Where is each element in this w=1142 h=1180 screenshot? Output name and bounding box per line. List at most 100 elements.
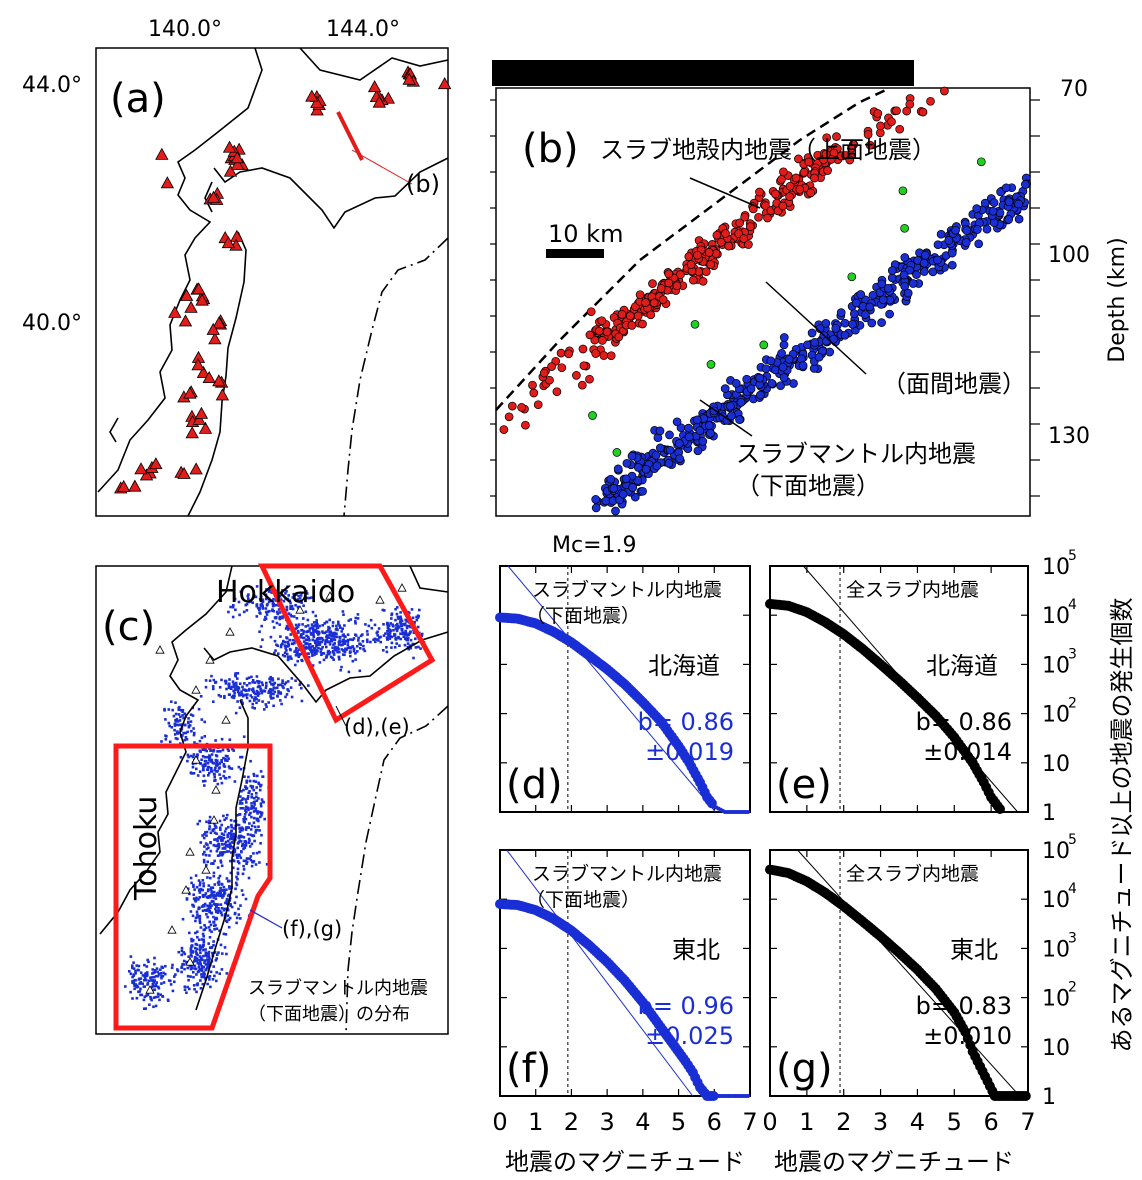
epicenter (216, 866, 220, 869)
epicenter (192, 975, 195, 979)
epicenter (189, 975, 192, 978)
fm-frame (499, 565, 751, 813)
epicenter (300, 686, 303, 690)
epicenter (286, 585, 289, 589)
epicenter (239, 799, 242, 803)
epicenter (235, 853, 238, 857)
epicenter (183, 985, 187, 988)
volcano-marker (155, 147, 169, 160)
epicenter (238, 682, 242, 685)
epicenter (185, 991, 188, 994)
epicenter (156, 974, 160, 978)
epicenter (250, 696, 254, 699)
epicenter (226, 839, 230, 843)
x-tick-label: 7 (742, 1108, 757, 1136)
epicenter (225, 888, 228, 891)
epicenter (236, 672, 240, 675)
epicenter (338, 635, 342, 639)
epicenter (252, 821, 256, 824)
volcano-marker-open (185, 957, 195, 966)
epicenter (145, 974, 149, 978)
hypocenter (726, 401, 735, 411)
epicenter (192, 885, 195, 888)
epicenter (196, 935, 199, 939)
epicenter (327, 636, 331, 639)
epicenter (336, 628, 339, 632)
hypocenter (982, 224, 992, 234)
epicenter (344, 647, 347, 651)
epicenter (245, 862, 248, 865)
epicenter (408, 644, 412, 647)
epicenter (196, 774, 200, 777)
epicenter (214, 894, 217, 898)
epicenter (252, 834, 256, 837)
epicenter (217, 767, 221, 770)
epicenter (132, 967, 136, 970)
epicenter (290, 657, 293, 660)
epicenter (139, 977, 143, 980)
epicenter (218, 874, 222, 878)
epicenter (315, 644, 318, 648)
epicenter (312, 624, 315, 628)
epicenter (354, 658, 357, 661)
epicenter (259, 603, 263, 606)
epicenter (294, 604, 297, 607)
epicenter (252, 779, 256, 783)
epicenter (182, 959, 186, 963)
epicenter (204, 831, 207, 834)
epicenter (181, 709, 185, 712)
epicenter (181, 710, 184, 714)
epicenter (249, 759, 252, 763)
epicenter (207, 765, 211, 769)
epicenter (298, 597, 302, 600)
epicenter (258, 685, 262, 689)
epicenter (292, 592, 295, 596)
epicenter (249, 807, 253, 810)
epicenter (221, 952, 224, 955)
epicenter (282, 686, 285, 690)
fm-title: 全スラブ内地震 (846, 578, 979, 601)
epicenter (237, 913, 241, 916)
epicenter (246, 795, 250, 798)
epicenter (176, 732, 180, 735)
epicenter (343, 624, 346, 627)
epicenter (351, 645, 355, 648)
epicenter (186, 730, 189, 734)
epicenter (240, 835, 244, 838)
epicenter (199, 926, 203, 929)
epicenter (328, 643, 332, 646)
epicenter (235, 814, 239, 817)
epicenter (242, 868, 246, 871)
epicenter (254, 807, 258, 810)
epicenter (151, 976, 154, 979)
epicenter (397, 635, 400, 639)
epicenter (160, 982, 163, 985)
epicenter (238, 802, 242, 805)
epicenter (180, 966, 183, 969)
epicenter (189, 946, 193, 950)
epicenter (234, 608, 237, 612)
volcano-marker (230, 151, 244, 164)
epicenter (338, 624, 341, 627)
epicenter (300, 699, 304, 703)
epicenter (302, 617, 305, 620)
epicenter (199, 947, 202, 951)
epicenter (208, 827, 211, 831)
epicenter (212, 940, 215, 943)
hypocenter (635, 290, 645, 300)
epicenter (233, 912, 237, 916)
epicenter (252, 810, 256, 813)
epicenter (198, 968, 202, 971)
epicenter (405, 626, 409, 630)
epicenter (379, 640, 382, 644)
epicenter (192, 753, 196, 756)
seismicity-cross-section (499, 86, 1032, 516)
epicenter (233, 780, 237, 783)
map-a-coastlines (97, 47, 449, 517)
y-tick-label: 10 (1042, 703, 1070, 728)
epicenter (309, 648, 312, 652)
epicenter (382, 649, 385, 652)
epicenter (240, 755, 244, 759)
